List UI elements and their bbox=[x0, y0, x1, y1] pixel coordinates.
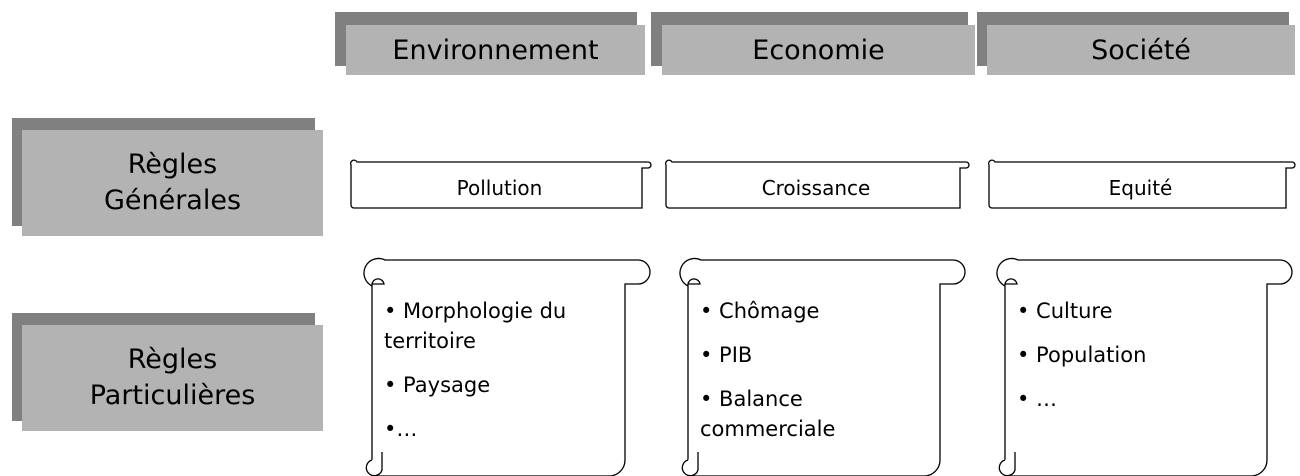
row-header-line: Règles bbox=[127, 344, 218, 375]
particular-list: • Culture • Population • … bbox=[1017, 296, 1262, 428]
row-header-line: Règles bbox=[127, 149, 218, 180]
list-item: • Paysage bbox=[384, 373, 491, 397]
general-rule: Pollution bbox=[456, 176, 543, 200]
header-boxes bbox=[22, 25, 1295, 431]
row-header-line: Générales bbox=[103, 185, 242, 216]
general-scrolls bbox=[350, 159, 1296, 209]
row-header-line: Particulières bbox=[89, 380, 256, 411]
row-header: Règles Générales bbox=[22, 130, 323, 236]
list-item: • Chômage bbox=[700, 299, 820, 323]
column-header: Economie bbox=[752, 34, 885, 66]
row-header: Règles Particulières bbox=[22, 325, 323, 431]
list-item: • PIB bbox=[700, 343, 753, 367]
general-rule: Equité bbox=[1108, 176, 1173, 200]
particular-scrolls bbox=[363, 257, 1293, 476]
list-item: • Population bbox=[1017, 343, 1147, 367]
list-item: • … bbox=[1017, 387, 1058, 411]
particular-list: • Chômage • PIB • Balance commerciale bbox=[700, 296, 936, 458]
particular-list: • Morphologie du territoire • Paysage •… bbox=[384, 296, 620, 458]
column-header: Environnement bbox=[392, 34, 599, 66]
list-item: • Morphologie du territoire bbox=[384, 299, 567, 353]
list-item: • Balance commerciale bbox=[700, 387, 836, 441]
list-item: • Culture bbox=[1017, 299, 1113, 323]
list-item: •… bbox=[384, 417, 418, 441]
column-header: Société bbox=[1091, 34, 1191, 66]
general-rule: Croissance bbox=[761, 176, 871, 200]
